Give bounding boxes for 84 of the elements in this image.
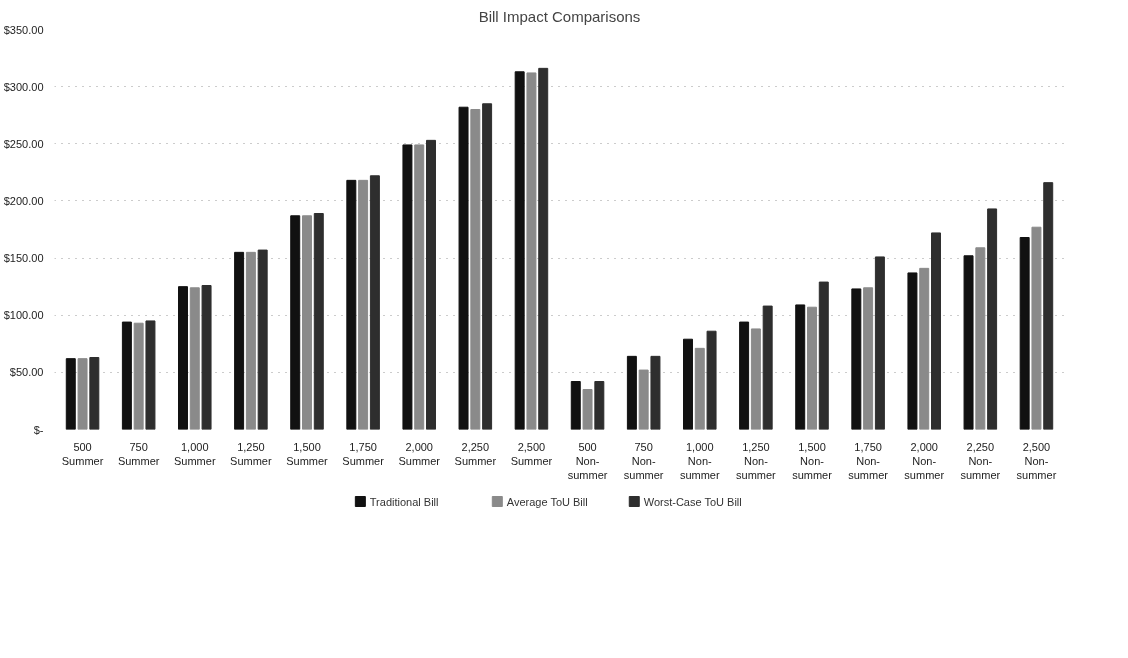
bar bbox=[807, 306, 817, 430]
x-tick-label: 500 Summer bbox=[61, 440, 104, 467]
bar bbox=[77, 358, 88, 430]
y-tick-label: $350.00 bbox=[3, 23, 44, 36]
x-tick-label: 750 Summer bbox=[117, 440, 160, 467]
bar bbox=[189, 287, 200, 430]
bar bbox=[538, 67, 549, 430]
bar bbox=[762, 305, 773, 430]
bar bbox=[626, 355, 637, 430]
bar bbox=[594, 381, 605, 430]
bar bbox=[414, 144, 425, 430]
bar bbox=[121, 321, 132, 430]
bar bbox=[739, 321, 750, 430]
x-tick-label: 500 Non- summer bbox=[567, 440, 608, 482]
bar bbox=[818, 281, 829, 430]
bar bbox=[931, 232, 941, 430]
bar bbox=[694, 347, 705, 430]
bar bbox=[638, 369, 649, 430]
y-tick-label: $150.00 bbox=[3, 252, 44, 265]
x-tick-label: 750 Non- summer bbox=[623, 440, 664, 482]
bar bbox=[907, 272, 918, 430]
y-tick-label: $- bbox=[33, 423, 44, 436]
bar bbox=[919, 267, 930, 430]
bar bbox=[178, 286, 188, 430]
bar bbox=[470, 109, 481, 430]
x-tick-label: 2,000 Summer bbox=[398, 440, 441, 467]
bar bbox=[963, 255, 974, 430]
y-tick-label: $100.00 bbox=[3, 309, 44, 322]
bar bbox=[987, 208, 998, 430]
bar bbox=[369, 175, 380, 430]
x-tick-label: 1,250 Non- summer bbox=[736, 440, 777, 482]
x-tick-label: 1,250 Summer bbox=[230, 440, 273, 467]
bar bbox=[458, 106, 469, 430]
y-tick-label: $250.00 bbox=[3, 137, 44, 150]
bar bbox=[482, 103, 493, 430]
y-tick-label: $50.00 bbox=[9, 366, 44, 379]
x-tick-label: 1,500 Non- summer bbox=[792, 440, 833, 482]
bar bbox=[683, 338, 693, 430]
bar bbox=[358, 179, 369, 430]
bar bbox=[302, 215, 312, 430]
legend-label: Average ToU Bill bbox=[506, 495, 588, 508]
bar bbox=[706, 330, 717, 430]
bar bbox=[1031, 226, 1042, 430]
bar bbox=[234, 251, 245, 430]
bar bbox=[133, 322, 144, 430]
x-tick-label: 1,750 Summer bbox=[342, 440, 385, 467]
x-tick-label: 2,500 Summer bbox=[510, 440, 553, 467]
bar bbox=[313, 213, 324, 430]
bar bbox=[750, 328, 761, 430]
x-tick-label: 2,250 Non- summer bbox=[960, 440, 1001, 482]
bar bbox=[346, 179, 357, 430]
bar bbox=[426, 139, 436, 430]
bar bbox=[89, 357, 100, 430]
x-tick-label: 2,250 Summer bbox=[454, 440, 497, 467]
x-tick-label: 1,500 Summer bbox=[286, 440, 329, 467]
x-tick-label: 1,750 Non- summer bbox=[848, 440, 889, 482]
x-tick-label: 2,500 Non- summer bbox=[1016, 440, 1057, 482]
bar bbox=[582, 389, 593, 430]
bar bbox=[201, 285, 212, 430]
x-tick-label: 1,000 Non- summer bbox=[679, 440, 720, 482]
bar bbox=[570, 381, 581, 430]
y-tick-label: $300.00 bbox=[3, 80, 44, 93]
bar bbox=[245, 251, 256, 430]
bar bbox=[1043, 182, 1054, 430]
bar bbox=[1019, 237, 1030, 430]
bar bbox=[514, 71, 525, 430]
bar bbox=[257, 249, 268, 430]
bar bbox=[290, 215, 301, 430]
bar bbox=[851, 288, 862, 430]
bar bbox=[145, 320, 156, 430]
bar bbox=[795, 304, 806, 430]
chart-title: Bill Impact Comparisons bbox=[478, 7, 641, 25]
bar bbox=[874, 256, 885, 430]
legend-label: Traditional Bill bbox=[369, 495, 439, 508]
bar bbox=[975, 247, 986, 430]
bar bbox=[650, 355, 661, 430]
x-tick-label: 2,000 Non- summer bbox=[904, 440, 945, 482]
legend-label: Worst-Case ToU Bill bbox=[643, 495, 742, 508]
bar bbox=[65, 358, 76, 430]
y-tick-label: $200.00 bbox=[3, 194, 44, 207]
bar bbox=[863, 287, 874, 430]
bar bbox=[402, 144, 413, 430]
bar bbox=[526, 72, 537, 430]
x-tick-label: 1,000 Summer bbox=[174, 440, 216, 467]
